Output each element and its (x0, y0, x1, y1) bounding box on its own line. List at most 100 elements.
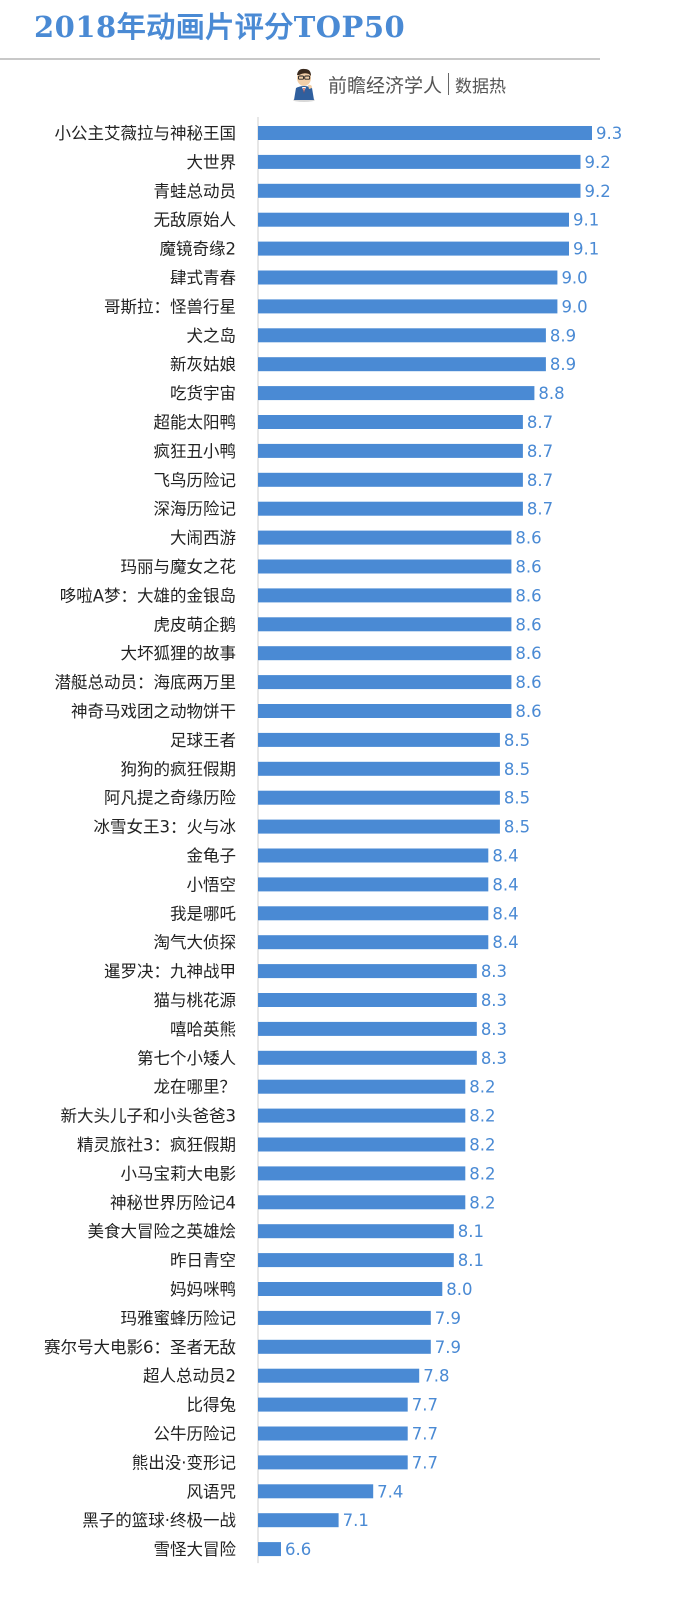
value-label: 8.3 (481, 991, 507, 1010)
value-label: 8.6 (515, 615, 541, 634)
category-label: 玛雅蜜蜂历险记 (121, 1309, 237, 1328)
category-label: 超人总动员2 (143, 1367, 236, 1386)
value-label: 8.4 (492, 904, 518, 923)
value-label: 8.6 (515, 529, 541, 548)
category-label: 新灰姑娘 (170, 355, 236, 374)
bar (258, 1513, 339, 1528)
bar (258, 1426, 408, 1441)
bar (258, 704, 512, 718)
value-label: 6.6 (285, 1540, 311, 1559)
value-label: 9.1 (573, 240, 599, 259)
bar (258, 1310, 431, 1325)
bar (258, 443, 523, 458)
bar (258, 790, 500, 805)
value-label: 8.5 (504, 731, 530, 750)
value-label: 9.3 (596, 124, 622, 143)
value-label: 8.9 (550, 355, 576, 374)
bar (258, 993, 477, 1007)
bar (258, 126, 592, 140)
bar (258, 386, 535, 401)
value-label: 8.5 (504, 760, 530, 779)
value-label: 8.4 (492, 875, 518, 894)
chart-title: 2018年动画片评分TOP50 (34, 10, 406, 44)
category-label: 暹罗决：九神战甲 (104, 962, 236, 981)
bar (258, 848, 489, 863)
value-label: 8.4 (492, 933, 518, 952)
bar (258, 501, 523, 516)
bar (258, 732, 500, 747)
bar (258, 241, 569, 256)
category-label: 潜艇总动员：海底两万里 (55, 673, 237, 692)
category-label: 熊出没·变形记 (132, 1453, 236, 1472)
category-label: 超能太阳鸭 (154, 413, 237, 432)
value-label: 9.0 (561, 297, 587, 316)
brand-subtitle: 数据热 (455, 76, 507, 97)
value-label: 7.9 (435, 1338, 461, 1357)
category-label: 赛尔号大电影6：圣者无敌 (44, 1337, 236, 1357)
bar (258, 675, 512, 690)
avatar-icon (293, 68, 315, 102)
value-label: 7.7 (412, 1425, 438, 1444)
category-label: 昨日青空 (170, 1251, 236, 1270)
value-label: 8.2 (469, 1193, 495, 1212)
bar (258, 1339, 431, 1354)
category-label: 小悟空 (187, 875, 237, 894)
category-label: 妈妈咪鸭 (170, 1280, 236, 1299)
bar (258, 1368, 420, 1383)
category-label: 黑子的篮球·终极一战 (82, 1511, 236, 1530)
bar (258, 1021, 477, 1036)
bar (258, 1455, 408, 1470)
category-label: 嘻哈英熊 (170, 1020, 236, 1039)
category-label: 龙在哪里？ (154, 1078, 237, 1097)
bar (258, 472, 523, 487)
value-label: 8.7 (527, 471, 553, 490)
value-label: 8.1 (458, 1251, 484, 1270)
bar (258, 270, 558, 285)
category-label: 肆式青春 (170, 269, 236, 288)
value-label: 7.7 (412, 1453, 438, 1472)
value-label: 7.7 (412, 1396, 438, 1415)
value-label: 8.7 (527, 442, 553, 461)
value-label: 7.1 (343, 1511, 369, 1530)
value-label: 8.6 (515, 586, 541, 605)
category-label: 疯狂丑小鸭 (154, 442, 237, 461)
category-label: 哥斯拉：怪兽行星 (104, 297, 236, 316)
bar (258, 328, 546, 343)
category-label: 美食大冒险之英雄烩 (88, 1222, 237, 1241)
value-label: 9.2 (584, 182, 610, 201)
category-label: 比得兔 (187, 1396, 237, 1415)
bar (258, 154, 581, 169)
category-label: 狗狗的疯狂假期 (121, 760, 237, 779)
value-label: 8.9 (550, 326, 576, 345)
bar (258, 1137, 466, 1152)
category-label: 我是哪吒 (170, 904, 236, 923)
bar (258, 183, 581, 198)
bar (258, 819, 500, 834)
brand: 前瞻经济学人 数据热 (290, 66, 506, 102)
bar (258, 906, 489, 921)
category-label: 冰雪女王3：火与冰 (94, 818, 237, 837)
category-label: 大闹西游 (170, 529, 236, 548)
category-label: 小马宝莉大电影 (121, 1164, 237, 1183)
category-label: 大世界 (187, 153, 237, 172)
category-label: 第七个小矮人 (137, 1049, 236, 1068)
bar (258, 1166, 466, 1181)
value-label: 7.8 (423, 1367, 449, 1386)
category-label: 雪怪大冒险 (154, 1540, 237, 1559)
bar (258, 415, 523, 429)
category-label: 精灵旅社3：疯狂假期 (77, 1136, 236, 1155)
category-label: 神秘世界历险记4 (110, 1193, 236, 1212)
value-label: 8.2 (469, 1078, 495, 1097)
category-label: 足球王者 (170, 731, 236, 750)
value-label: 8.3 (481, 1049, 507, 1068)
bar (258, 1542, 281, 1557)
bar (258, 617, 512, 632)
bar (258, 935, 489, 950)
category-label: 猫与桃花源 (154, 991, 237, 1010)
value-label: 8.5 (504, 789, 530, 808)
value-label: 8.2 (469, 1164, 495, 1183)
category-label: 哆啦A梦：大雄的金银岛 (60, 586, 236, 605)
value-label: 9.0 (561, 269, 587, 288)
value-label: 8.0 (446, 1280, 472, 1299)
